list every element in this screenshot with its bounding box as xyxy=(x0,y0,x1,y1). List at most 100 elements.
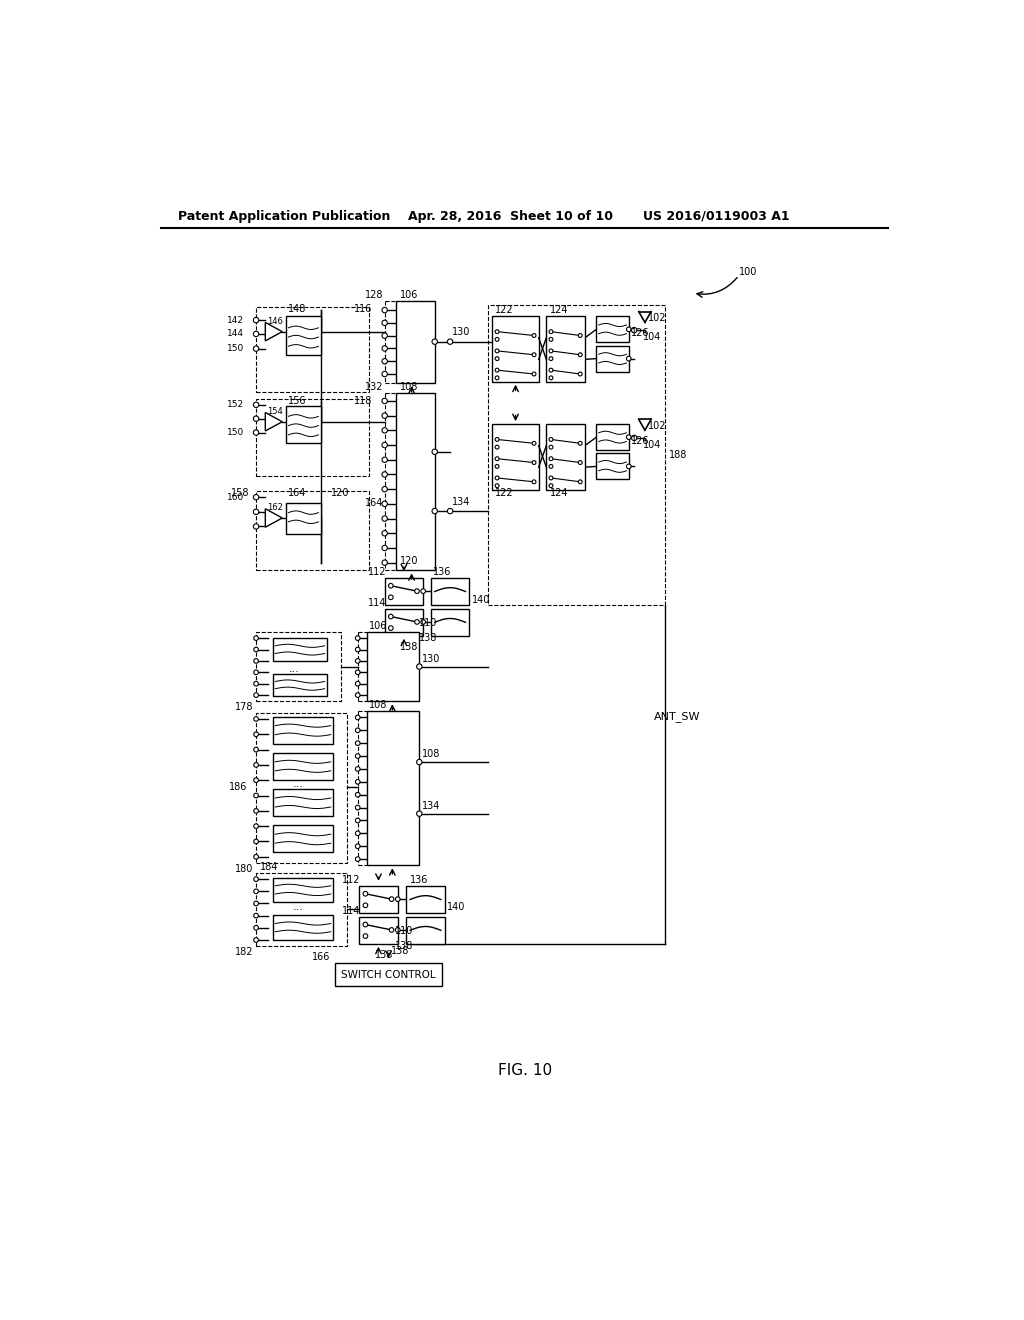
Circle shape xyxy=(627,356,631,360)
Circle shape xyxy=(532,461,536,465)
Circle shape xyxy=(382,333,387,338)
Text: 136: 136 xyxy=(433,566,452,577)
Text: 188: 188 xyxy=(669,450,687,459)
Text: 164: 164 xyxy=(366,499,384,508)
Bar xyxy=(596,346,629,372)
Text: 146: 146 xyxy=(267,317,283,326)
Text: 120: 120 xyxy=(331,487,349,498)
Circle shape xyxy=(447,339,453,345)
Circle shape xyxy=(388,614,393,619)
Circle shape xyxy=(253,430,259,436)
Circle shape xyxy=(364,891,368,896)
Bar xyxy=(273,915,333,940)
Circle shape xyxy=(632,327,637,333)
Circle shape xyxy=(549,483,553,487)
Circle shape xyxy=(254,925,258,931)
Circle shape xyxy=(549,437,553,441)
Text: 112: 112 xyxy=(342,875,360,884)
Text: 132: 132 xyxy=(366,381,384,392)
Text: 114: 114 xyxy=(342,906,360,916)
Text: 144: 144 xyxy=(226,330,244,338)
Circle shape xyxy=(496,477,499,480)
Circle shape xyxy=(355,832,360,836)
Bar xyxy=(431,609,469,636)
Circle shape xyxy=(579,352,583,356)
Text: 124: 124 xyxy=(550,305,568,315)
Text: Apr. 28, 2016  Sheet 10 of 10: Apr. 28, 2016 Sheet 10 of 10 xyxy=(408,210,612,223)
Text: Patent Application Publication: Patent Application Publication xyxy=(178,210,391,223)
Circle shape xyxy=(496,368,499,372)
Text: SWITCH CONTROL: SWITCH CONTROL xyxy=(341,970,436,979)
Circle shape xyxy=(254,854,258,859)
Circle shape xyxy=(382,516,387,521)
Bar xyxy=(256,632,341,701)
Circle shape xyxy=(254,733,258,737)
Circle shape xyxy=(355,715,360,719)
Text: 164: 164 xyxy=(289,487,307,498)
Circle shape xyxy=(579,334,583,338)
Circle shape xyxy=(355,818,360,822)
Text: 120: 120 xyxy=(400,556,419,566)
Circle shape xyxy=(254,717,258,721)
Bar xyxy=(273,752,333,780)
Text: 142: 142 xyxy=(226,315,244,325)
Circle shape xyxy=(389,928,394,932)
Circle shape xyxy=(447,508,453,513)
Circle shape xyxy=(388,595,393,599)
Circle shape xyxy=(627,327,631,331)
Circle shape xyxy=(549,348,553,352)
Bar xyxy=(396,393,435,570)
Bar xyxy=(256,308,370,392)
Bar xyxy=(367,632,419,701)
Circle shape xyxy=(549,477,553,480)
Bar xyxy=(256,713,347,863)
Circle shape xyxy=(627,434,631,440)
Circle shape xyxy=(382,531,387,536)
Circle shape xyxy=(382,457,387,462)
Circle shape xyxy=(254,671,258,675)
Circle shape xyxy=(496,376,499,380)
Bar xyxy=(407,886,444,913)
Circle shape xyxy=(395,896,400,902)
Circle shape xyxy=(253,416,259,421)
Circle shape xyxy=(389,896,394,902)
Circle shape xyxy=(532,441,536,445)
Circle shape xyxy=(355,729,360,733)
Text: ...: ... xyxy=(293,779,304,789)
Text: 186: 186 xyxy=(229,783,248,792)
Circle shape xyxy=(532,372,536,376)
Circle shape xyxy=(355,647,360,652)
Circle shape xyxy=(417,810,422,816)
Text: 106: 106 xyxy=(400,289,419,300)
Text: 122: 122 xyxy=(495,305,513,315)
Bar xyxy=(487,305,665,605)
Circle shape xyxy=(254,763,258,767)
Circle shape xyxy=(355,671,360,675)
Text: 124: 124 xyxy=(550,488,568,499)
Polygon shape xyxy=(265,412,283,430)
Circle shape xyxy=(382,471,387,477)
Circle shape xyxy=(254,647,258,652)
Text: 130: 130 xyxy=(453,327,471,338)
Circle shape xyxy=(355,693,360,697)
Text: 138: 138 xyxy=(400,643,419,652)
Text: 158: 158 xyxy=(231,487,250,498)
Circle shape xyxy=(421,589,425,594)
Bar xyxy=(335,964,442,986)
Text: 126: 126 xyxy=(631,436,649,446)
Circle shape xyxy=(253,524,259,529)
Text: ANT_SW: ANT_SW xyxy=(654,711,700,722)
Circle shape xyxy=(355,857,360,862)
Text: 106: 106 xyxy=(370,620,388,631)
Circle shape xyxy=(496,483,499,487)
Bar xyxy=(256,400,370,477)
Circle shape xyxy=(254,824,258,829)
Circle shape xyxy=(417,664,422,669)
Circle shape xyxy=(532,352,536,356)
Circle shape xyxy=(364,933,368,939)
Text: 134: 134 xyxy=(422,801,440,810)
Circle shape xyxy=(253,317,259,323)
Polygon shape xyxy=(265,508,283,527)
Circle shape xyxy=(254,777,258,783)
Text: 108: 108 xyxy=(370,700,388,710)
